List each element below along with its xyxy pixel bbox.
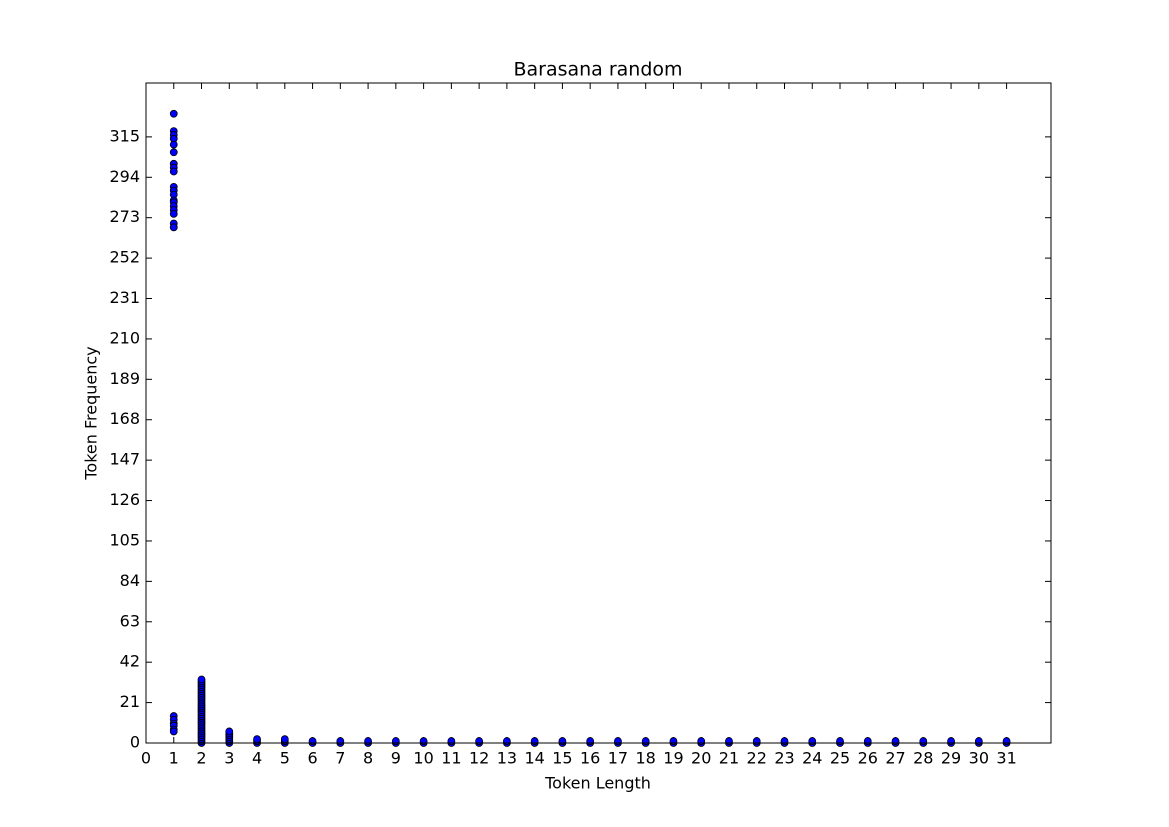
x-tick-label: 14: [524, 749, 544, 768]
point: [502, 737, 511, 745]
x-tick-label: 20: [691, 749, 711, 768]
point: [253, 735, 261, 744]
point: [780, 737, 789, 745]
point: [530, 737, 539, 745]
x-tick-label: 19: [663, 749, 683, 768]
x-tick-label: 25: [830, 749, 850, 768]
x-tick-label: 7: [335, 749, 345, 768]
point: [614, 737, 622, 745]
x-tick-label: 24: [802, 749, 822, 768]
x-tick-label: 27: [885, 749, 905, 768]
point: [947, 737, 955, 745]
plot-area: [145, 83, 1051, 747]
point: [169, 140, 178, 149]
x-tick-label: 22: [747, 749, 767, 768]
x-tick-label: 11: [441, 749, 461, 768]
y-tick-label: 63: [120, 611, 140, 630]
x-tick-label: 1: [169, 749, 179, 768]
x-tick-label: 0: [141, 749, 151, 768]
point: [391, 737, 400, 745]
x-tick-label: 28: [913, 749, 933, 768]
x-tick-label: 21: [719, 749, 739, 768]
x-tick-label: 8: [363, 749, 373, 768]
point: [197, 675, 206, 684]
point: [641, 737, 650, 745]
y-tick-label: 315: [109, 126, 140, 145]
point: [364, 737, 372, 745]
x-tick-label: 4: [252, 749, 262, 768]
y-tick-label: 294: [109, 167, 140, 186]
point: [974, 737, 983, 745]
point: [808, 737, 817, 745]
point: [475, 737, 484, 745]
x-tick-label: 10: [413, 749, 433, 768]
y-axis-label: Token Frequency: [82, 346, 101, 480]
point: [225, 727, 234, 736]
point: [169, 223, 178, 232]
point: [169, 148, 178, 157]
chart-title: Barasana random: [513, 59, 682, 81]
point: [697, 737, 706, 745]
point: [169, 109, 178, 118]
y-tick-label: 210: [109, 328, 140, 347]
y-tick-label: 126: [109, 490, 140, 509]
x-tick-label: 30: [969, 749, 989, 768]
point: [558, 737, 567, 745]
plot-frame: [145, 82, 1052, 744]
point: [280, 735, 289, 744]
x-tick-label: 17: [608, 749, 628, 768]
x-tick-label: 15: [552, 749, 572, 768]
point: [752, 737, 761, 745]
point: [725, 737, 733, 745]
point: [169, 727, 178, 736]
x-axis-label: Token Length: [544, 774, 651, 793]
x-tick-label: 18: [636, 749, 656, 768]
y-tick-label: 21: [120, 692, 140, 711]
point: [919, 737, 928, 745]
y-tick-label: 84: [120, 571, 140, 590]
x-tick-label: 23: [774, 749, 794, 768]
x-tick-label: 26: [858, 749, 878, 768]
point: [419, 737, 428, 745]
y-tick-label: 273: [109, 207, 140, 226]
y-tick-label: 168: [109, 409, 140, 428]
y-tick-label: 0: [130, 733, 140, 752]
x-tick-label: 13: [497, 749, 517, 768]
x-tick-label: 2: [196, 749, 206, 768]
x-tick-label: 12: [469, 749, 489, 768]
point: [336, 737, 345, 745]
y-tick-label: 42: [120, 652, 140, 671]
x-tick-label: 9: [391, 749, 401, 768]
point: [169, 209, 178, 218]
y-tick-label: 147: [109, 450, 140, 469]
y-tick-label: 231: [109, 288, 140, 307]
point: [447, 737, 456, 745]
y-tick-label: 105: [109, 530, 140, 549]
point: [308, 737, 317, 745]
point: [863, 737, 872, 745]
point: [1002, 737, 1011, 745]
x-tick-label: 5: [280, 749, 290, 768]
x-tick-label: 3: [224, 749, 234, 768]
y-tick-label: 252: [109, 248, 140, 267]
point: [169, 167, 178, 176]
x-tick-label: 16: [580, 749, 600, 768]
point: [836, 737, 844, 745]
y-tick-label: 189: [109, 369, 140, 388]
x-tick-label: 6: [307, 749, 317, 768]
x-tick-label: 31: [996, 749, 1016, 768]
point: [586, 737, 595, 745]
point: [891, 737, 900, 745]
point: [669, 737, 678, 745]
x-tick-label: 29: [941, 749, 961, 768]
